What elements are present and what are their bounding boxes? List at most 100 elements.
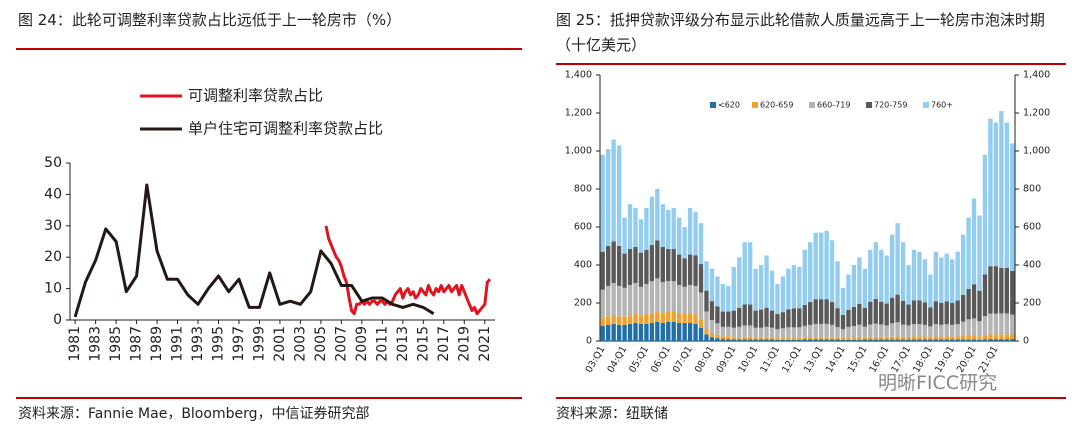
bar [731,337,736,340]
bar [600,318,605,326]
bar [895,339,900,341]
bar [955,336,960,340]
bar [769,339,775,341]
bar [633,283,638,314]
bar [660,322,665,341]
x-tick-label: 2007 [333,326,349,362]
bar [676,284,682,314]
bar [682,286,687,314]
bar [747,325,753,337]
legend-label: 760+ [931,101,953,110]
bar [917,336,922,340]
x-tick-label: 09:Q1 [715,344,739,374]
bar [660,313,665,323]
bar [638,323,644,341]
bar [698,292,704,320]
bar [846,326,851,338]
x-tick-label: 04:Q1 [605,344,629,374]
legend-swatch [809,102,815,108]
bar [802,325,807,338]
bar [933,336,939,340]
bar [633,246,638,284]
bar [873,323,878,337]
y2-tick-label: 200 [1023,298,1041,309]
bar [606,324,611,341]
source-rule [556,397,1066,399]
bar [709,268,715,302]
bar [600,251,605,290]
bar [950,259,955,303]
y-tick-label: 0 [586,336,592,347]
bar [742,339,747,341]
x-tick-label: 21:Q1 [977,344,1001,374]
bar [775,339,780,341]
bar [906,336,911,340]
bar [655,189,660,241]
bar [649,322,655,341]
bar [950,336,955,340]
bar [698,223,704,265]
x-tick-label: 05:Q1 [627,344,651,374]
bar [993,339,999,341]
y-tick-label: 600 [574,222,592,233]
x-tick-label: 16:Q1 [868,344,892,374]
bar [939,324,944,337]
x-tick-label: 03:Q1 [584,344,608,374]
bar [829,302,835,325]
bar [808,302,813,325]
bar [671,322,676,341]
bar [900,300,906,325]
bar [988,266,993,314]
bar [649,245,655,282]
bar [895,223,900,295]
bar [638,315,644,324]
bar [851,337,857,340]
bar [802,304,807,326]
bar [780,276,786,313]
bar [1004,267,1009,314]
x-tick-label: 2003 [292,326,308,362]
bar [906,304,911,326]
y-tick-label: 1,400 [565,70,592,81]
title-rule [16,48,522,50]
bar [993,334,999,340]
bar [687,284,693,314]
bar [676,217,682,255]
bar [633,322,638,341]
bar [627,284,633,316]
bar [627,204,633,249]
bar [950,303,955,325]
bar [868,249,873,302]
bar [939,257,944,303]
bar [900,324,906,337]
y-tick-label: 1,000 [565,146,592,157]
bar [911,336,917,340]
x-tick-label: 1981 [67,326,83,362]
bar [606,246,611,286]
y-tick-label: 40 [44,186,62,202]
chart-title: 图 24：此轮可调整利率贷款占比远低于上一轮房市（%） [18,11,402,29]
bar [977,290,982,322]
bar [786,309,791,328]
bar [676,322,682,341]
source: 资料来源：纽联储 [556,406,668,422]
bar [999,111,1004,268]
bar [999,313,1004,335]
bar [933,339,939,341]
bar [747,242,753,305]
legend-label: 单户住宅可调整利率贷款占比 [188,120,383,138]
bar [993,122,999,267]
bar [606,316,611,325]
bar [671,311,676,322]
bar [780,312,786,329]
bar [922,336,928,340]
bar [693,285,698,315]
bar [862,268,868,308]
bar [698,319,704,328]
bar [666,248,671,282]
bar [1010,339,1015,341]
bar [747,304,753,326]
bar [813,299,818,324]
bar [616,145,622,246]
